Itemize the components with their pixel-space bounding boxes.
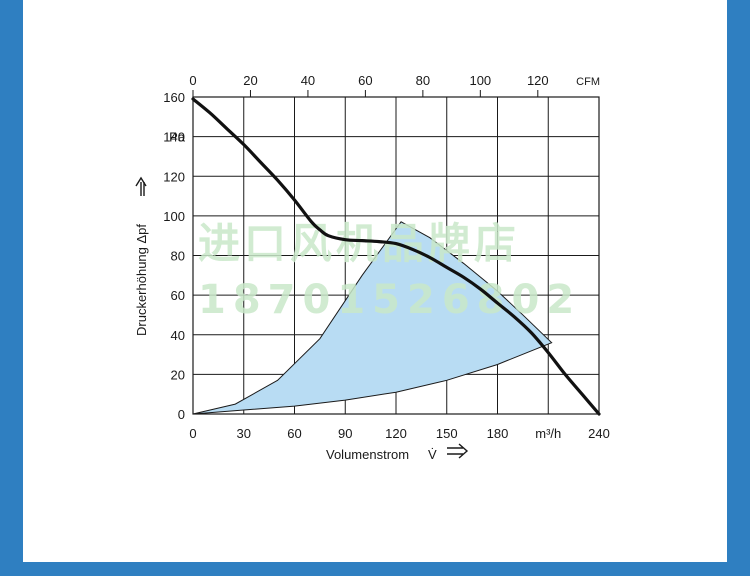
chart-card: 进口风机品牌店 18701526802 Druckerhöhung Δpf Vo… [23,0,727,562]
y-tick-label: 100 [163,209,185,224]
operating-region-area [192,221,553,415]
x-tick-label: 240 [588,426,610,441]
labels-layer: Druckerhöhung Δpf Volumenstrom V̇ 0 20 40 6… [134,73,610,462]
y-tick-label: 80 [171,249,185,264]
y-tick-label: 120 [163,169,185,184]
y-axis-title: Druckerhöhung Δpf [134,224,149,336]
top-tick-label: 40 [301,73,315,88]
x-tick-label: 30 [237,426,251,441]
fan-curve-chart: 进口风机品牌店 18701526802 Druckerhöhung Δpf Vo… [134,73,610,462]
top-axis-unit: CFM [576,76,600,88]
pressure-curve-line [191,97,601,416]
y-axis-unit: Pa [169,130,186,145]
x-tick-label: 120 [385,426,407,441]
y-tick-label: 140 [163,130,185,145]
y-tick-label: 20 [171,367,185,382]
top-tick-label: 80 [416,73,430,88]
top-tick-label: 20 [243,73,257,88]
x-tick-label: 90 [338,426,352,441]
y-tick-label: 160 [163,90,185,105]
frame-layer [192,90,600,415]
operating-region-layer [192,221,553,415]
x-axis-arrow-icon [447,443,469,459]
x-axis-symbol: V̇ [428,447,437,462]
top-tick-label: 100 [469,73,491,88]
x-tick-label: 60 [287,426,301,441]
x-tick-label: 0 [189,426,196,441]
top-tick-label: 120 [527,73,549,88]
top-tick-label: 60 [358,73,372,88]
top-tick-label: 0 [189,73,196,88]
watermark-line-1: 进口风机品牌店 [198,219,520,268]
x-axis-title: Volumenstrom [326,447,409,462]
y-tick-label: 0 [178,407,185,422]
y-tick-label: 40 [171,328,185,343]
x-tick-label: 180 [487,426,509,441]
watermark-line-2: 18701526802 [198,277,581,323]
y-axis-arrow-icon [135,176,147,196]
y-tick-label: 60 [171,288,185,303]
x-tick-label: 150 [436,426,458,441]
x-axis-unit: m³/h [535,426,561,441]
curve-layer [191,97,601,416]
plot-frame [192,96,600,415]
